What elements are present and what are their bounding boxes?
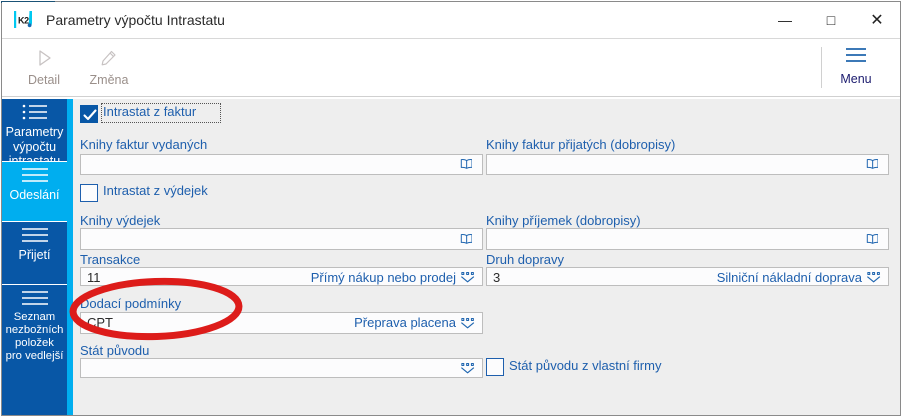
- svg-text:K2: K2: [18, 16, 29, 26]
